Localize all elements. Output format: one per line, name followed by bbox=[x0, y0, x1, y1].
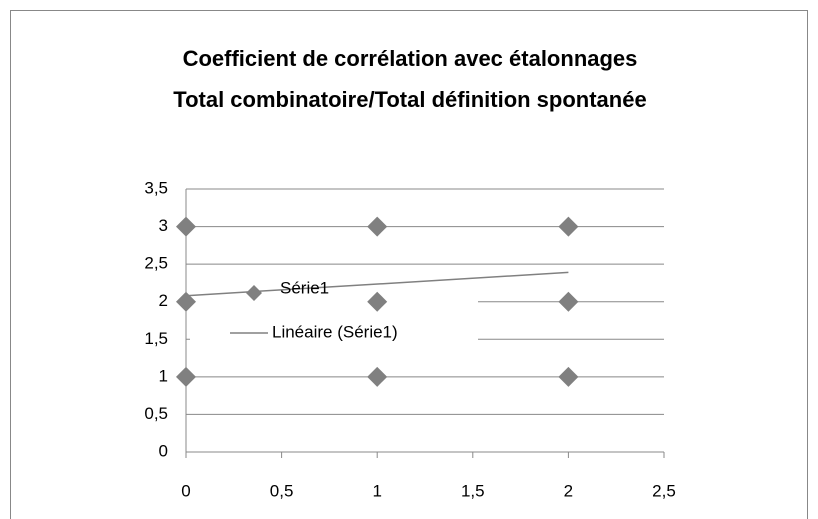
point bbox=[558, 366, 579, 387]
y-tick-label: 2 bbox=[159, 291, 168, 310]
y-tick-label: 0,5 bbox=[144, 404, 168, 423]
x-tick-label: 1,5 bbox=[461, 481, 485, 500]
y-tick-label: 2,5 bbox=[144, 254, 168, 273]
x-tick-label: 2 bbox=[564, 481, 573, 500]
y-tick-label: 1,5 bbox=[144, 329, 168, 348]
y-tick-label: 3,5 bbox=[144, 178, 168, 197]
point bbox=[176, 366, 196, 387]
legend bbox=[190, 278, 478, 350]
point bbox=[176, 216, 196, 237]
chart-title: Total combinatoire/Total définition spon… bbox=[173, 87, 646, 112]
point bbox=[367, 366, 388, 387]
point bbox=[558, 291, 579, 312]
x-tick-label: 0,5 bbox=[270, 481, 294, 500]
x-tick-label: 0 bbox=[181, 481, 190, 500]
legend-label: Linéaire (Série1) bbox=[272, 322, 398, 341]
legend-label: Série1 bbox=[280, 278, 329, 297]
chart-title: Coefficient de corrélation avec étalonna… bbox=[183, 46, 638, 71]
x-tick-label: 1 bbox=[372, 481, 381, 500]
legend-marker bbox=[246, 285, 262, 301]
point bbox=[367, 216, 388, 237]
point bbox=[558, 216, 579, 237]
y-tick-label: 0 bbox=[159, 441, 168, 460]
point bbox=[367, 291, 388, 312]
y-tick-label: 1 bbox=[159, 366, 168, 385]
y-tick-label: 3 bbox=[159, 216, 168, 235]
chart-border bbox=[10, 10, 808, 519]
point bbox=[176, 291, 196, 312]
x-tick-label: 2,5 bbox=[652, 481, 676, 500]
